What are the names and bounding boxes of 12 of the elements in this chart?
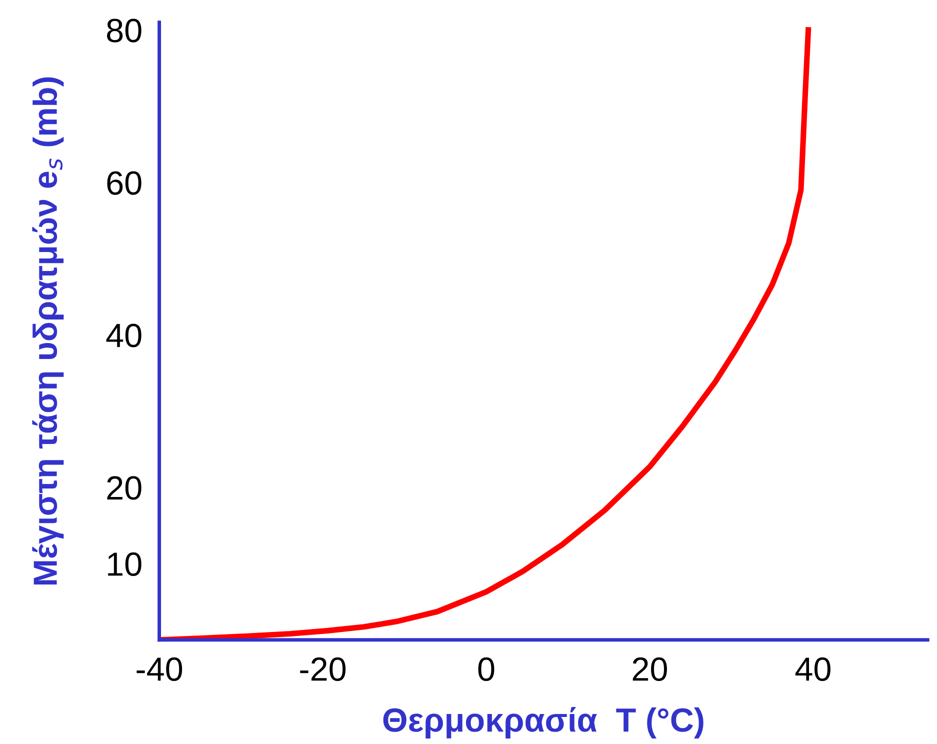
y-tick-label: 40 [106,324,142,348]
y-tick-label: 80 [107,18,142,42]
x-axis-title: Θερμοκρασία T (°C) [383,707,704,738]
x-tick-label: -20 [300,657,346,681]
y-tick-label: 20 [107,476,142,500]
x-tick-label: 20 [632,657,667,681]
y-tick-label: 10 [108,552,142,576]
x-tick-label: -40 [136,657,182,681]
y-axis-title: Μέγιστη τάση υδρατμών e$_{s}$ (mb) [32,77,64,585]
y-tick-label: 60 [107,171,142,195]
x-tick-label: 40 [795,657,830,681]
x-tick-label: 0 [478,657,494,681]
